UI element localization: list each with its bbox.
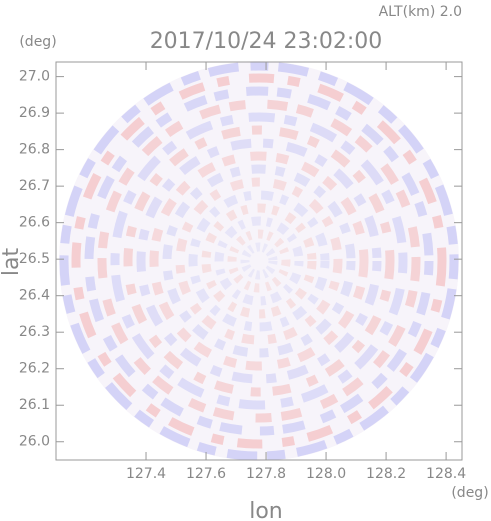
y-tick-label: 26.1	[19, 397, 50, 413]
x-tick-label: 127.6	[186, 466, 226, 482]
y-tick-label: 26.6	[19, 215, 50, 231]
y-axis-title: lat	[0, 248, 24, 277]
x-tick-label: 128.2	[366, 466, 406, 482]
x-tick-label: 128.4	[426, 466, 466, 482]
y-tick-label: 27.0	[19, 69, 50, 85]
y-tick-label: 26.3	[19, 324, 50, 340]
x-unit: (deg)	[451, 485, 488, 501]
y-tick-label: 26.5	[19, 251, 50, 267]
y-tick-label: 26.8	[19, 142, 50, 158]
x-axis-title: lon	[249, 499, 283, 521]
x-tick-label: 127.4	[126, 466, 166, 482]
y-tick-label: 26.7	[19, 178, 50, 194]
chart-title: 2017/10/24 23:02:00	[150, 29, 383, 54]
y-tick-label: 26.2	[19, 361, 50, 377]
y-tick-label: 26.4	[19, 288, 50, 304]
x-tick-label: 127.8	[246, 466, 286, 482]
x-tick-label: 128.0	[306, 466, 346, 482]
y-unit: (deg)	[19, 34, 56, 50]
radar-field	[59, 61, 459, 461]
y-tick-label: 26.0	[19, 434, 50, 450]
altitude-label: ALT(km) 2.0	[379, 4, 462, 20]
y-tick-label: 26.9	[19, 105, 50, 121]
plot-frame	[55, 61, 463, 461]
